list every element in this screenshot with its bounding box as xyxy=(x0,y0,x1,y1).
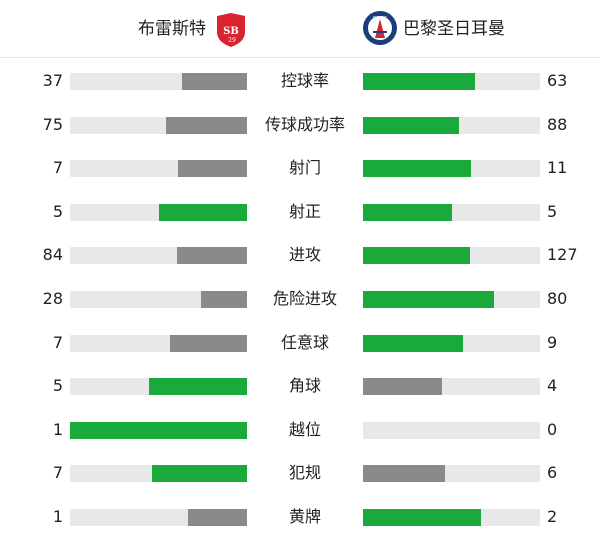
home-bar-fill xyxy=(148,378,247,396)
away-value: 4 xyxy=(547,376,558,396)
home-bar xyxy=(70,421,247,439)
stat-label: 射正 xyxy=(288,201,321,221)
stat-label: 角球 xyxy=(288,376,321,396)
psg-logo-icon: PARIS xyxy=(363,11,397,45)
home-bar xyxy=(70,291,247,308)
stat-label: 黄牌 xyxy=(288,507,321,526)
svg-text:PARIS: PARIS xyxy=(373,16,387,22)
home-value: 5 xyxy=(52,201,63,221)
stat-row: 1 黄牌 2 xyxy=(0,497,600,537)
svg-text:SB: SB xyxy=(223,26,239,37)
away-bar xyxy=(363,421,540,439)
home-team-name[interactable]: 布雷斯特 xyxy=(138,19,206,39)
away-bar-fill xyxy=(363,73,475,90)
away-bar xyxy=(363,116,540,134)
stat-label: 任意球 xyxy=(280,332,329,352)
stat-label: 犯规 xyxy=(288,463,321,483)
stat-row: 5 射正 5 xyxy=(0,192,600,232)
home-bar-fill xyxy=(176,247,247,265)
home-bar-fill xyxy=(178,160,247,178)
stat-row: 75 传球成功率 88 xyxy=(0,105,600,145)
away-value: 80 xyxy=(547,289,568,308)
away-team-name[interactable]: 巴黎圣日耳曼 xyxy=(403,19,505,39)
home-bar xyxy=(70,116,247,134)
home-value: 5 xyxy=(52,376,63,396)
stat-row: 28 危险进攻 80 xyxy=(0,279,600,319)
away-value: 88 xyxy=(547,114,568,134)
away-value: 0 xyxy=(547,419,558,439)
away-bar xyxy=(363,465,540,483)
home-bar xyxy=(70,465,247,483)
home-value: 7 xyxy=(52,332,63,352)
stat-label: 越位 xyxy=(288,419,321,439)
away-bar-fill xyxy=(363,160,472,178)
stat-row: 7 任意球 9 xyxy=(0,323,600,363)
home-value: 7 xyxy=(52,463,63,483)
away-bar xyxy=(363,334,540,352)
away-value: 127 xyxy=(547,245,578,265)
home-bar xyxy=(70,160,247,178)
away-bar-fill xyxy=(363,334,463,352)
away-bar xyxy=(363,291,540,308)
away-bar xyxy=(363,509,540,526)
home-value: 37 xyxy=(42,71,63,90)
away-bar-fill xyxy=(363,247,470,265)
away-value: 9 xyxy=(547,332,558,352)
stat-row: 84 进攻 127 xyxy=(0,235,600,275)
away-value: 2 xyxy=(547,507,558,526)
stat-label: 射门 xyxy=(288,158,321,178)
away-bar-fill xyxy=(363,291,495,308)
away-bar-fill xyxy=(363,203,452,221)
away-bar xyxy=(363,73,540,90)
away-bar xyxy=(363,378,540,396)
home-bar-fill xyxy=(169,334,247,352)
stat-row: 7 犯规 6 xyxy=(0,453,600,493)
stat-label: 传球成功率 xyxy=(264,114,345,134)
svg-text:29: 29 xyxy=(228,37,236,44)
brest-logo-icon: SB 29 xyxy=(217,13,245,47)
away-bar xyxy=(363,247,540,265)
home-value: 75 xyxy=(42,114,63,134)
away-value: 5 xyxy=(547,201,558,221)
home-bar xyxy=(70,509,247,526)
home-bar-fill xyxy=(201,291,247,308)
match-header: 布雷斯特 SB 29 PARIS 巴黎圣日耳曼 xyxy=(0,0,600,58)
away-value: 11 xyxy=(547,158,568,178)
home-value: 1 xyxy=(52,507,63,526)
away-value: 6 xyxy=(547,463,558,483)
home-bar xyxy=(70,247,247,265)
home-value: 28 xyxy=(42,289,63,308)
stat-row: 5 角球 4 xyxy=(0,366,600,406)
home-value: 84 xyxy=(42,245,63,265)
stat-label: 控球率 xyxy=(280,71,329,90)
home-bar-fill xyxy=(158,203,247,221)
home-bar-fill xyxy=(165,116,247,134)
away-value: 63 xyxy=(547,71,568,90)
home-bar-fill xyxy=(70,421,247,439)
away-bar xyxy=(363,203,540,221)
stat-row: 1 越位 0 xyxy=(0,410,600,450)
away-bar-fill xyxy=(363,509,481,526)
home-bar xyxy=(70,203,247,221)
away-bar-fill xyxy=(363,465,445,483)
home-bar xyxy=(70,73,247,90)
away-bar xyxy=(363,160,540,178)
stat-label: 进攻 xyxy=(288,245,321,265)
home-bar-fill xyxy=(151,465,247,483)
home-bar xyxy=(70,378,247,396)
stat-row: 37 控球率 63 xyxy=(0,61,600,101)
stat-label: 危险进攻 xyxy=(272,289,337,308)
home-bar-fill xyxy=(181,73,247,90)
home-value: 7 xyxy=(52,158,63,178)
home-bar xyxy=(70,334,247,352)
stat-row: 7 射门 11 xyxy=(0,148,600,188)
away-bar-fill xyxy=(363,378,442,396)
away-bar-fill xyxy=(363,116,459,134)
home-value: 1 xyxy=(52,419,63,439)
home-bar-fill xyxy=(188,509,247,526)
